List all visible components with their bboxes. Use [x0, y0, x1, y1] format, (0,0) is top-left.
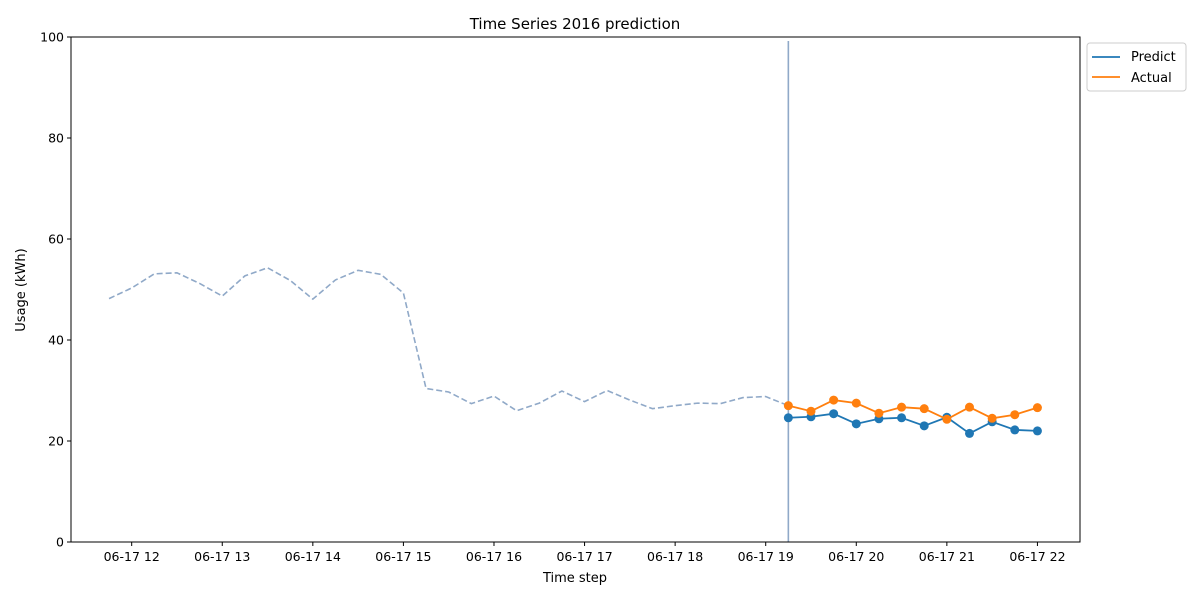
data-point-actual [851, 398, 861, 408]
y-tick-label: 100 [40, 30, 64, 45]
x-tick-label: 06-17 21 [919, 549, 975, 564]
data-point-actual [942, 414, 952, 424]
x-axis: 06-17 12 06-17 13 06-17 14 06-17 15 06-17 16… [104, 542, 1066, 564]
x-tick-label: 06-17 13 [194, 549, 250, 564]
data-point-predict [964, 428, 974, 438]
data-point-actual [806, 406, 816, 416]
legend-label-predict: Predict [1131, 50, 1176, 65]
legend-box [1086, 42, 1187, 92]
data-point-actual [829, 395, 839, 405]
y-tick-label: 20 [48, 434, 64, 449]
data-point-predict [783, 413, 793, 423]
data-point-predict [1032, 426, 1042, 436]
y-axis-label: Usage (kWh) [14, 248, 29, 331]
x-tick-label: 06-17 19 [738, 549, 794, 564]
legend-label-actual: Actual [1131, 71, 1172, 86]
data-point-actual [1032, 403, 1042, 413]
x-tick-label: 06-17 12 [104, 549, 160, 564]
plot-frame [70, 36, 1081, 543]
series-line-actual [788, 399, 1038, 421]
data-point-actual [1010, 410, 1020, 420]
data-point-actual [964, 402, 974, 412]
data-point-predict [897, 413, 907, 423]
y-tick-label: 40 [48, 333, 64, 348]
data-point-actual [783, 401, 793, 411]
x-tick-label: 06-17 20 [828, 549, 884, 564]
y-axis: 0 20 40 60 80 100 [40, 30, 71, 550]
history-line [108, 266, 789, 412]
legend: Predict Actual [1086, 42, 1187, 92]
y-tick-label: 60 [48, 232, 64, 247]
x-tick-label: 06-17 22 [1009, 549, 1065, 564]
chart-title: Time Series 2016 prediction [469, 15, 681, 33]
x-tick-label: 06-17 18 [647, 549, 703, 564]
data-point-actual [919, 404, 929, 414]
x-tick-label: 06-17 17 [556, 549, 612, 564]
x-tick-label: 06-17 16 [466, 549, 522, 564]
x-axis-label: Time step [542, 571, 607, 586]
data-point-actual [874, 408, 884, 418]
data-point-actual [897, 402, 907, 412]
plot-content [108, 41, 1042, 542]
data-point-actual [987, 413, 997, 423]
data-point-predict [829, 409, 839, 419]
data-point-predict [851, 419, 861, 429]
y-tick-label: 80 [48, 131, 64, 146]
x-tick-label: 06-17 15 [375, 549, 431, 564]
x-tick-label: 06-17 14 [285, 549, 341, 564]
y-tick-label: 0 [56, 535, 64, 550]
data-point-predict [919, 421, 929, 431]
data-point-predict [1010, 425, 1020, 435]
